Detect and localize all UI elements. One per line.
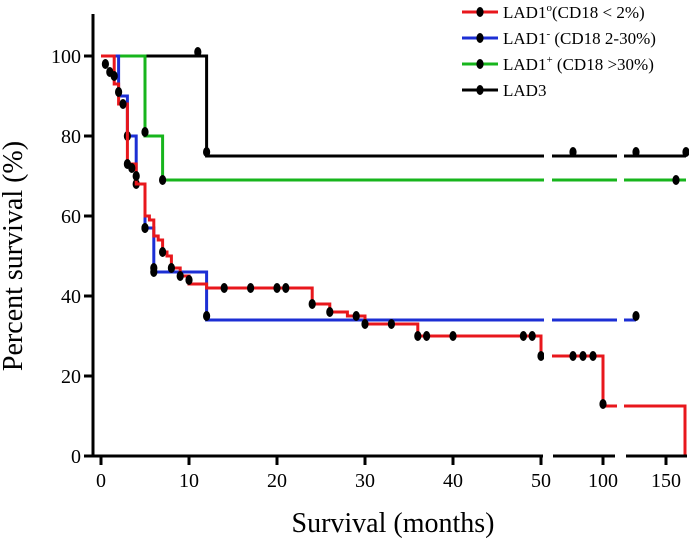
censor-mark — [167, 263, 175, 273]
legend-label: LAD1o(CD18 < 2%) — [503, 2, 645, 22]
legend-label-rest: (CD18 2-30%) — [550, 29, 656, 48]
censor-mark — [632, 147, 640, 157]
series-LAD1- — [101, 54, 640, 322]
censor-mark — [423, 331, 431, 341]
legend-marker — [476, 59, 484, 69]
legend-label-base: LAD1 — [503, 55, 546, 74]
legend-marker — [476, 7, 484, 17]
censor-mark — [101, 59, 109, 69]
censor-mark — [569, 147, 577, 157]
x-tick-label: 150 — [651, 470, 681, 492]
x-tick-label: 10 — [179, 470, 199, 492]
legend-label-rest: (CD18 >30%) — [553, 55, 654, 74]
censor-mark — [220, 283, 228, 293]
x-tick-label: 50 — [531, 470, 551, 492]
censor-mark — [519, 331, 528, 341]
censor-mark — [128, 163, 136, 173]
series-LAD1+ — [101, 54, 686, 185]
series-LAD1o — [101, 54, 687, 456]
legend-item: LAD1o(CD18 < 2%) — [462, 2, 645, 22]
series-line — [101, 54, 687, 456]
legend-label-base: LAD3 — [503, 81, 546, 100]
y-tick-label: 80 — [61, 126, 81, 148]
series-LAD3 — [101, 47, 689, 158]
y-tick-label: 20 — [61, 366, 81, 388]
censor-mark — [176, 271, 184, 281]
censor-mark — [150, 263, 158, 273]
legend-item: LAD1- (CD18 2-30%) — [462, 28, 656, 48]
censor-mark — [308, 299, 316, 309]
legend-marker — [476, 33, 484, 43]
censor-mark — [115, 87, 123, 97]
censor-mark — [273, 283, 281, 293]
legend-label: LAD1- (CD18 2-30%) — [503, 28, 656, 48]
x-tick-label: 30 — [355, 470, 375, 492]
censor-mark — [247, 283, 255, 293]
legend-label-base: LAD1 — [503, 3, 546, 22]
censor-mark — [537, 351, 545, 361]
censor-mark — [185, 275, 193, 285]
legend: LAD1o(CD18 < 2%)LAD1- (CD18 2-30%)LAD1+ … — [462, 2, 656, 100]
legend-marker — [476, 85, 484, 95]
censor-mark — [132, 171, 140, 181]
censor-mark — [282, 283, 290, 293]
censor-mark — [159, 247, 167, 257]
censor-mark — [352, 311, 360, 321]
censor-mark — [672, 175, 680, 185]
legend-label-sup: o — [546, 2, 552, 14]
censor-mark — [361, 319, 369, 329]
legend-label-base: LAD1 — [503, 29, 546, 48]
y-tick-label: 100 — [51, 46, 81, 68]
censor-mark — [141, 127, 149, 137]
x-tick-label: 0 — [96, 470, 106, 492]
legend-label: LAD1+ (CD18 >30%) — [503, 54, 654, 74]
series-line — [101, 54, 686, 158]
legend-label-sup: + — [546, 54, 552, 66]
censor-mark — [194, 47, 202, 57]
x-axis-title: Survival (months) — [292, 508, 495, 539]
censor-mark — [110, 71, 118, 81]
censor-mark — [159, 175, 167, 185]
series-line — [101, 54, 686, 182]
censor-mark — [203, 311, 211, 321]
censor-mark — [119, 99, 127, 109]
censor-mark — [449, 331, 457, 341]
censor-mark — [579, 351, 587, 361]
y-tick-label: 0 — [71, 446, 81, 468]
legend-label-rest: (CD18 < 2%) — [552, 3, 645, 22]
censor-mark — [599, 399, 607, 409]
censor-mark — [387, 319, 395, 329]
x-tick-label: 40 — [443, 470, 463, 492]
x-tick-label: 20 — [267, 470, 287, 492]
y-tick-label: 60 — [61, 206, 81, 228]
censor-mark — [632, 311, 640, 321]
legend-label-sup: - — [546, 28, 550, 40]
censor-mark — [682, 147, 689, 157]
y-tick-label: 40 — [61, 286, 81, 308]
censor-mark — [141, 223, 149, 233]
censor-mark — [528, 331, 536, 341]
legend-item: LAD1+ (CD18 >30%) — [462, 54, 654, 74]
plot-area — [101, 47, 689, 456]
legend-item: LAD3 — [462, 81, 546, 100]
censor-mark — [414, 331, 422, 341]
y-axis-title: Percent survival (%) — [0, 141, 29, 371]
censor-mark — [569, 351, 577, 361]
censor-mark — [326, 307, 334, 317]
axes: 0 20 40 60 80 100 0 10 20 30 40 50 100 150 — [51, 14, 687, 492]
censor-mark — [203, 147, 211, 157]
censor-mark — [589, 351, 597, 361]
legend-label: LAD3 — [503, 81, 546, 100]
x-tick-label: 100 — [588, 470, 618, 492]
